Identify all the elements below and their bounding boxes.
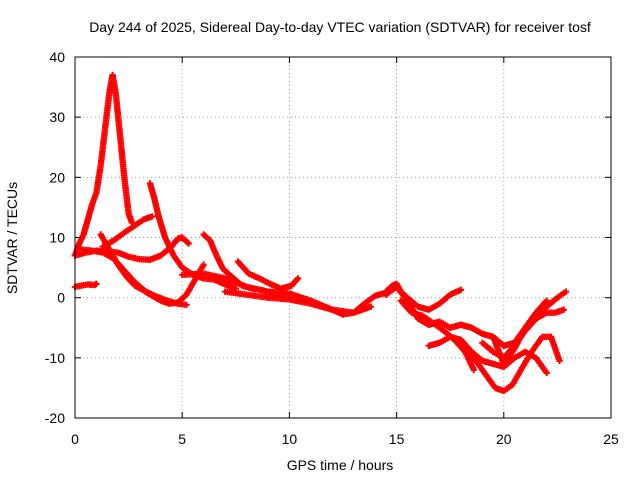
data-point-marker [200,261,207,268]
x-tick-label: 10 [282,431,298,447]
series-arc-2 [71,71,136,259]
y-tick-label: -20 [45,410,65,426]
y-axis-label: SDTVAR / TECUs [4,182,20,294]
data-point-marker [543,297,550,304]
grid-layer [75,57,611,418]
x-tick-label: 25 [603,431,619,447]
y-tick-label: 10 [49,230,65,246]
tick-layer [74,56,612,419]
y-tick-label: 30 [49,109,65,125]
x-tick-labels: 0 5 10 15 20 25 [71,431,619,447]
y-tick-label: -10 [45,350,65,366]
x-axis-label: GPS time / hours [287,457,394,473]
data-point-marker [543,369,550,377]
data-point-marker [470,366,477,374]
y-tick-label: 0 [57,290,65,306]
y-tick-labels: -20 -10 0 10 20 30 40 [45,49,65,426]
series-arc-15 [425,333,550,377]
y-tick-label: 40 [49,49,65,65]
data-point-marker [562,288,570,295]
data-point-marker [93,280,100,288]
series-arc-11 [221,288,375,316]
series-arc-16 [462,333,563,395]
x-tick-label: 0 [71,431,79,447]
series-arc-9 [234,258,302,292]
y-tick-label: 20 [49,169,65,185]
data-point-marker [183,301,190,309]
data-series-layer [71,71,570,395]
x-tick-label: 20 [496,431,512,447]
data-point-marker [556,357,563,365]
x-tick-label: 5 [178,431,186,447]
data-point-marker [294,275,302,282]
series-arc-1 [71,280,100,291]
data-point-marker [457,286,465,294]
data-point-marker [128,219,136,226]
data-point-marker [560,306,568,313]
x-tick-label: 15 [389,431,405,447]
series-arc-18 [489,297,550,368]
data-point-marker [185,240,192,247]
series-arc-5 [97,231,207,307]
data-point-marker [148,213,156,220]
series-arc-6 [99,213,156,250]
chart-title: Day 244 of 2025, Sidereal Day-to-day VTE… [89,19,591,35]
data-point-marker [367,303,375,310]
